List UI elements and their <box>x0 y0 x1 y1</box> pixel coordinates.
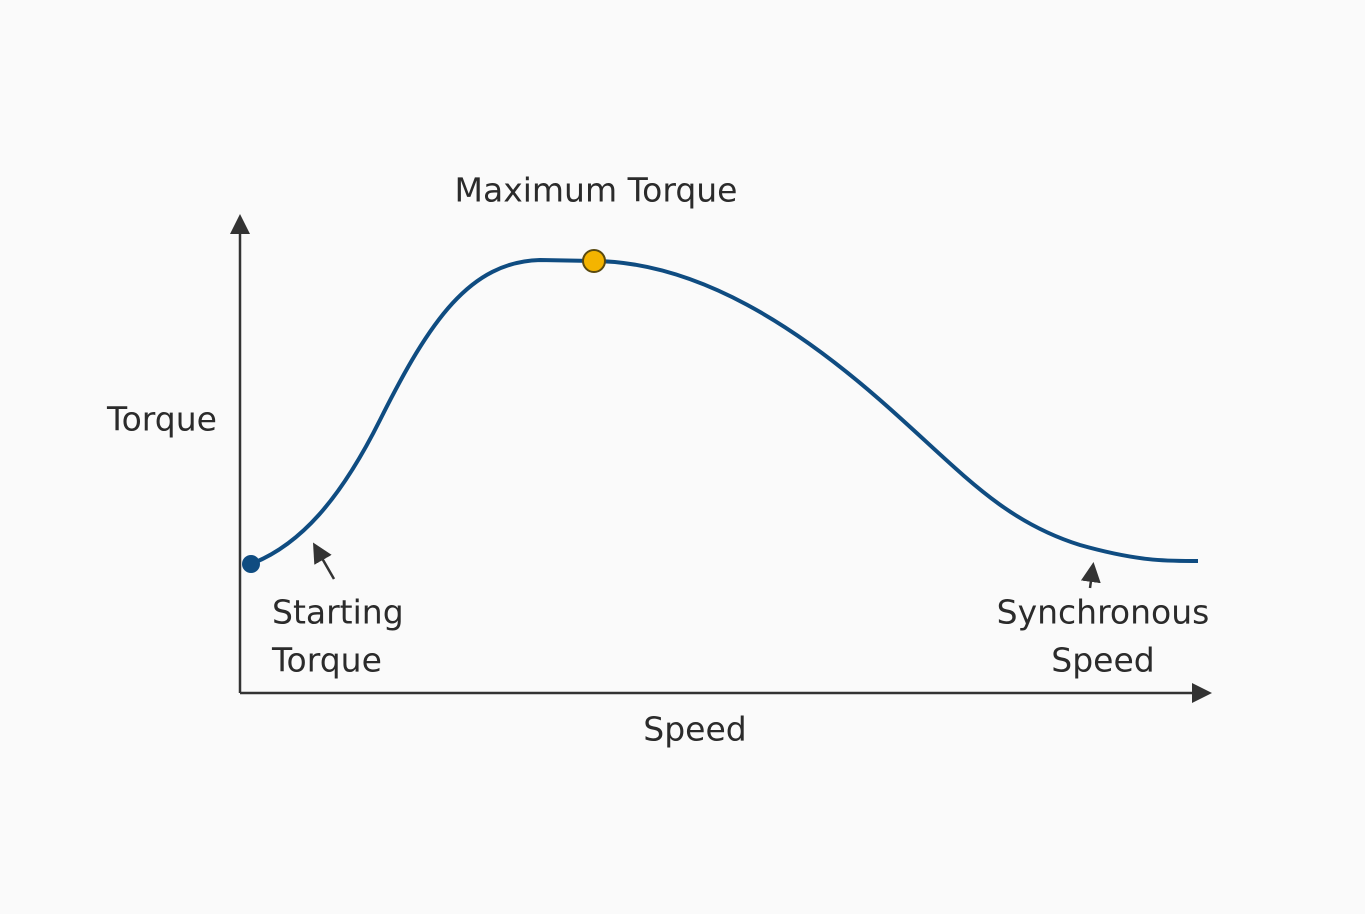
y-axis-label: Torque <box>106 400 217 439</box>
torque-curve <box>250 257 1199 566</box>
x-axis-label: Speed <box>643 710 746 749</box>
maximum-point <box>582 249 606 273</box>
starting-label: Torque <box>271 641 382 680</box>
starting-arrow <box>313 542 336 580</box>
synchronous-label: Speed <box>1051 641 1154 680</box>
starting-label: Starting <box>272 593 404 632</box>
starting-point <box>242 555 260 573</box>
maximum-label: Maximum Torque <box>455 171 738 210</box>
synchronous-label: Synchronous <box>997 593 1210 632</box>
synchronous-arrow <box>1080 562 1101 589</box>
